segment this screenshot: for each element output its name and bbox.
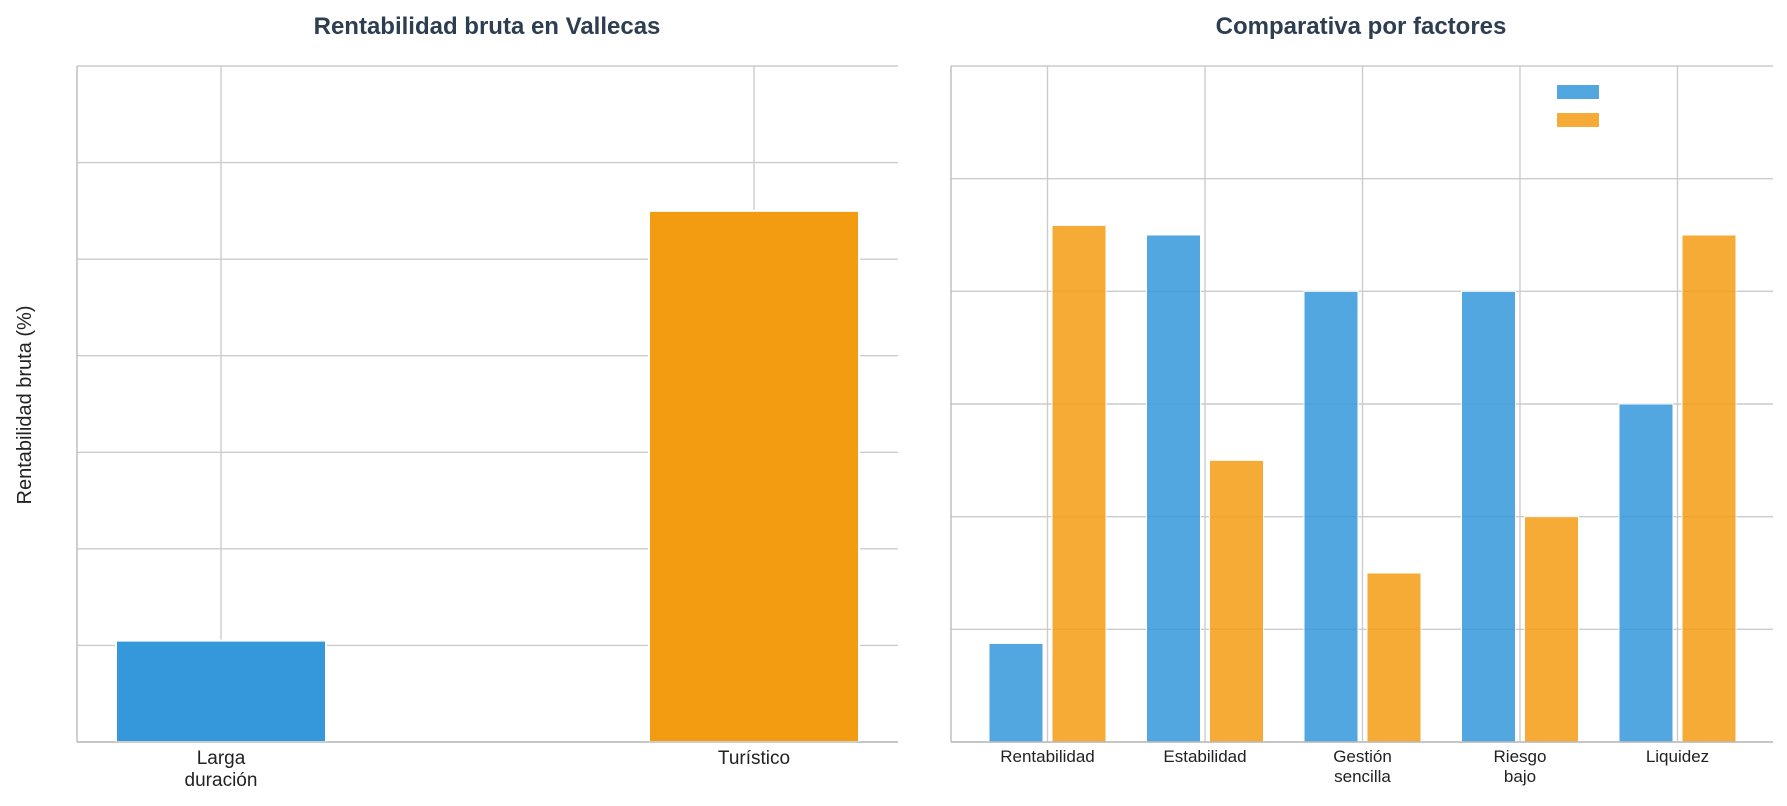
legend	[1557, 85, 1599, 127]
bar-turistico	[1681, 234, 1737, 743]
bars	[988, 224, 1737, 743]
legend-swatch	[1557, 85, 1599, 99]
bar-larga-duracion	[1618, 403, 1674, 743]
y-axis-label: Rentabilidad bruta (%)	[14, 306, 36, 505]
bar	[115, 639, 327, 743]
bar-larga-duracion	[1146, 234, 1201, 743]
x-tick-label: Turístico	[718, 748, 790, 769]
legend-swatch	[1557, 113, 1599, 127]
bar-larga-duracion	[1303, 290, 1359, 743]
chart-title: Comparativa por factores	[1216, 13, 1507, 40]
bar-turistico	[1366, 572, 1422, 743]
x-tick-label: Larga duración	[185, 748, 258, 791]
x-tick-label: Estabilidad	[1163, 747, 1246, 766]
x-tick-label: Rentabilidad	[1000, 747, 1095, 766]
bar-turistico	[1209, 459, 1264, 743]
x-tick-label: Gestión sencilla	[1333, 747, 1392, 786]
x-tick-label: Liquidez	[1646, 747, 1709, 766]
x-tick-label: Riesgo bajo	[1494, 747, 1547, 786]
bar-turistico	[1524, 516, 1579, 743]
chart-title: Rentabilidad bruta en Vallecas	[314, 13, 661, 40]
chart-comparativa-factores: Comparativa por factores Rentabilidad Est…	[950, 13, 1773, 786]
bar-turistico	[1051, 224, 1107, 743]
bar	[648, 209, 860, 744]
bar-larga-duracion	[988, 642, 1044, 743]
bar-larga-duracion	[1461, 290, 1516, 743]
chart-rentabilidad-bruta: Rentabilidad bruta en Vallecas Rentabili…	[14, 13, 898, 791]
bars	[115, 209, 860, 744]
